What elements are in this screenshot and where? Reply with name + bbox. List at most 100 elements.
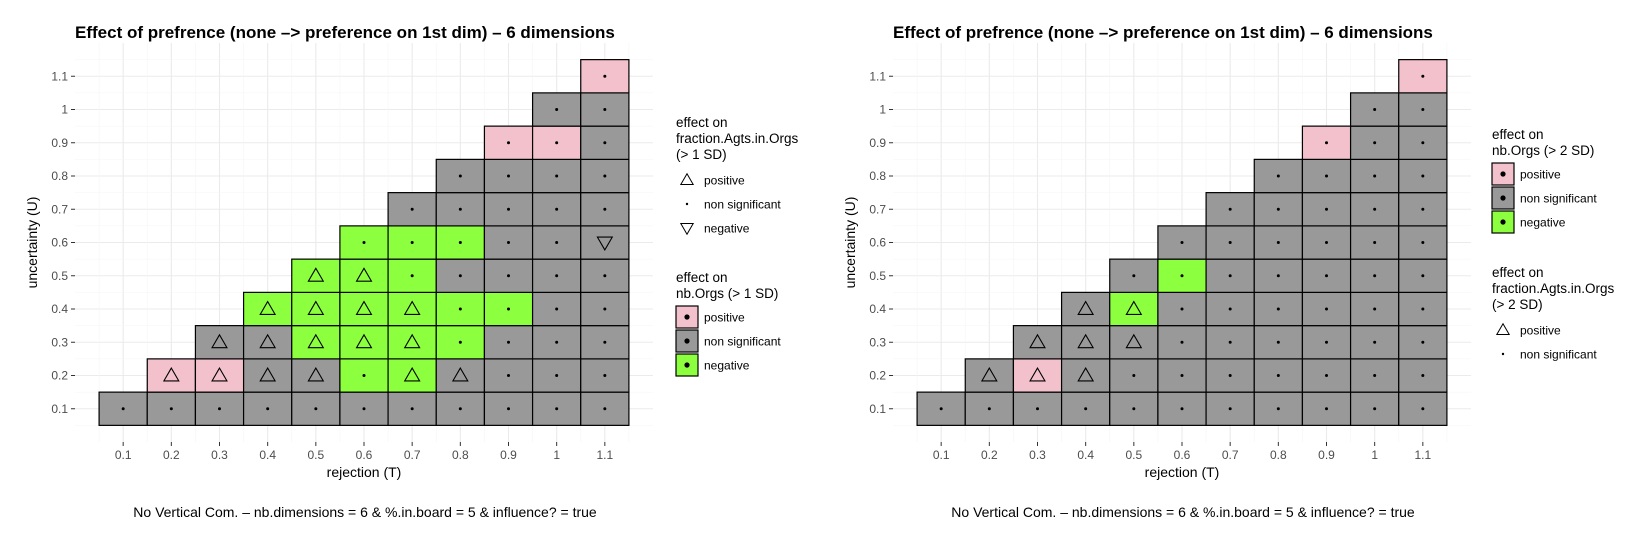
tile-marker-non-significant	[1228, 274, 1232, 278]
axes: 0.1 0.2 0.3 0.4 0.5 0.6 0.7 0.8 0.9 1 1.1 0.1 0.2 0.3…	[24, 69, 613, 480]
heatmap-tile	[1109, 291, 1159, 327]
x-tick-label: 1.1	[596, 448, 613, 462]
fill-legend-label: non significant	[704, 335, 781, 349]
tile-marker-positive	[1029, 333, 1046, 349]
tile-marker-non-significant	[507, 374, 510, 377]
fill-legend-dot	[1500, 219, 1506, 225]
tile-marker-non-significant	[1421, 141, 1425, 145]
heatmap-tile	[242, 291, 293, 327]
x-tick-label: 0.1	[933, 448, 950, 462]
fill-legend-label: positive	[1520, 168, 1561, 182]
tile-marker-non-significant	[1276, 274, 1280, 278]
tile-marker-non-significant	[1373, 241, 1377, 244]
fill-legend-label: negative	[704, 359, 750, 373]
tile-marker-non-significant	[1325, 274, 1328, 278]
tile-marker-positive	[1077, 333, 1095, 349]
tile-marker-non-significant	[121, 407, 125, 411]
tile-marker-non-significant	[362, 407, 366, 411]
y-axis-label: uncertainty (U)	[24, 197, 40, 289]
tile-marker-non-significant	[458, 340, 462, 344]
tile-marker-non-significant	[1180, 241, 1184, 244]
y-tick-label: 1	[879, 103, 886, 117]
tile-marker-non-significant	[1421, 207, 1425, 211]
tile-marker-non-significant	[555, 141, 559, 145]
tile-marker-positive	[355, 333, 373, 349]
shape-legend-title: effect on fraction.Agts.in.Orgs (> 2 SD)	[1492, 265, 1615, 312]
tile-marker-non-significant	[1132, 374, 1136, 377]
tile-marker-positive	[1029, 366, 1046, 382]
tiles	[916, 59, 1448, 426]
heatmap-tile	[1012, 325, 1063, 360]
tile-marker-non-significant	[1276, 340, 1280, 344]
tile-marker-positive	[355, 300, 373, 315]
y-tick-label: 1.1	[51, 69, 68, 83]
tile-marker-non-significant	[555, 274, 559, 278]
shape-legend-label: negative	[704, 222, 750, 236]
fill-legend-label: positive	[704, 311, 745, 325]
tile-marker-non-significant	[555, 241, 559, 244]
heatmap-tile	[146, 358, 197, 393]
tile-marker-non-significant	[1276, 174, 1280, 178]
tile-marker-non-significant	[458, 274, 462, 278]
tile-marker-non-significant	[1421, 307, 1425, 311]
y-tick-label: 0.1	[51, 402, 68, 416]
tile-marker-non-significant	[1373, 407, 1377, 411]
tile-marker-non-significant	[555, 108, 559, 111]
tile-marker-non-significant	[1373, 174, 1377, 178]
x-tick-label: 0.9	[1318, 448, 1335, 462]
tile-marker-positive	[1077, 366, 1095, 382]
tile-marker-non-significant	[1276, 241, 1280, 244]
tile-marker-non-significant	[603, 274, 607, 278]
heatmap-tile	[1301, 291, 1352, 327]
markers	[121, 74, 614, 411]
chart-caption: No Vertical Com. – nb.dimensions = 6 & %…	[951, 504, 1415, 520]
heatmap-tile	[1012, 358, 1063, 393]
tile-marker-non-significant	[1325, 407, 1328, 411]
fill-legend-label: non significant	[1520, 192, 1597, 206]
tile-marker-non-significant	[603, 307, 607, 311]
tile-marker-non-significant	[507, 407, 510, 411]
shape-legend-label: positive	[1520, 324, 1561, 338]
tile-marker-non-significant	[507, 174, 510, 178]
x-tick-label: 0.2	[981, 448, 998, 462]
tile-marker-non-significant	[555, 307, 559, 311]
tile-marker-positive	[1125, 333, 1143, 349]
tile-marker-non-significant	[1228, 407, 1232, 411]
tile-marker-non-significant	[169, 407, 173, 411]
chart-title: Effect of prefrence (none –> preference …	[893, 23, 1433, 42]
tile-marker-non-significant	[458, 174, 462, 178]
tile-marker-non-significant	[1180, 340, 1184, 344]
y-tick-label: 0.6	[869, 236, 886, 250]
tile-marker-positive	[403, 366, 421, 382]
tile-marker-non-significant	[603, 340, 607, 344]
shape-legend-label: non significant	[704, 198, 781, 212]
shape-legend-key-non-significant	[685, 202, 689, 206]
tile-marker-non-significant	[1180, 374, 1184, 377]
y-tick-label: 0.2	[51, 369, 68, 383]
tile-marker-non-significant	[603, 374, 607, 377]
heatmap-tile	[1012, 391, 1063, 426]
x-tick-label: 0.5	[1125, 448, 1142, 462]
fill-legend-label: negative	[1520, 216, 1566, 230]
tile-marker-non-significant	[1084, 407, 1088, 411]
chart-panel-2: Effect of prefrence (none –> preference …	[842, 23, 1615, 520]
tile-marker-negative	[596, 236, 614, 252]
tile-marker-non-significant	[1373, 374, 1377, 377]
tile-marker-non-significant	[1373, 340, 1377, 344]
heatmap-tile	[339, 325, 389, 360]
shape-legend-label: positive	[704, 174, 745, 188]
heatmap-tile	[1060, 291, 1111, 327]
heatmap-tile	[1109, 325, 1159, 360]
chart-panel-1: Effect of prefrence (none –> preference …	[24, 23, 799, 520]
y-tick-label: 0.3	[869, 335, 886, 349]
y-axis-label: uncertainty (U)	[842, 197, 858, 289]
shape-legend-key-non-significant	[1501, 352, 1505, 356]
tile-marker-positive	[403, 333, 421, 349]
tile-marker-positive	[980, 366, 998, 382]
tile-marker-non-significant	[1132, 407, 1136, 411]
fill-legend-title: effect on nb.Orgs (> 1 SD)	[676, 270, 778, 301]
tile-marker-non-significant	[1276, 207, 1280, 211]
tile-marker-non-significant	[458, 241, 462, 244]
x-tick-label: 1.1	[1414, 448, 1431, 462]
